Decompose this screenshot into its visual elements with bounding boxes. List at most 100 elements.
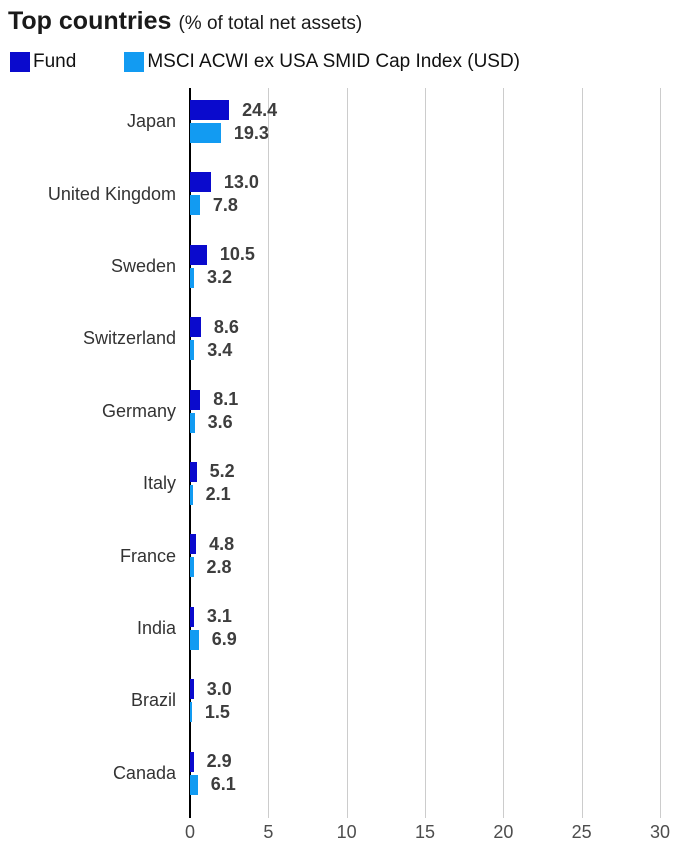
bar-value-label: 8.1 bbox=[213, 389, 239, 410]
bar-value-label: 3.1 bbox=[206, 606, 232, 627]
legend-label: Fund bbox=[33, 51, 77, 72]
bar-value-label: 2.1 bbox=[205, 484, 231, 505]
bar-value-label: 3.6 bbox=[207, 412, 233, 433]
bar-row: 8.1 bbox=[190, 389, 238, 410]
index-bar bbox=[190, 702, 192, 723]
bar-row: 1.5 bbox=[190, 701, 230, 723]
bar-group: 3.1 6.9 bbox=[190, 595, 660, 667]
bar-value-label: 6.1 bbox=[210, 774, 236, 795]
category-axis: Japan United Kingdom Sweden Switzerland Germ… bbox=[0, 88, 176, 812]
gridline bbox=[581, 88, 583, 818]
bar-row: 2.1 bbox=[190, 484, 231, 505]
bar-row: 6.1 bbox=[190, 774, 236, 795]
bar-row: 7.8 bbox=[190, 195, 238, 216]
bar-row: 10.5 bbox=[190, 244, 255, 265]
gridline bbox=[503, 88, 505, 818]
bar-group: 2.9 6.1 bbox=[190, 740, 660, 812]
bar-value-label: 7.8 bbox=[212, 194, 238, 215]
x-tick-label: 25 bbox=[571, 822, 592, 842]
gridline bbox=[346, 88, 348, 818]
chart-legend: Fund MSCI ACWI ex USA SMID Cap Index (USD… bbox=[10, 51, 568, 73]
category-label: India bbox=[136, 617, 176, 638]
bar-row: 3.0 bbox=[190, 679, 232, 700]
bar-group: 4.8 2.8 bbox=[190, 522, 660, 594]
bar-row: 3.4 bbox=[190, 340, 232, 361]
bar-value-label: 2.8 bbox=[206, 556, 232, 577]
fund-bar bbox=[190, 317, 201, 338]
index-bar bbox=[190, 484, 193, 505]
legend-swatch-icon bbox=[124, 52, 145, 72]
bar-group: 24.4 19.3 bbox=[190, 88, 660, 160]
x-tick-label: 15 bbox=[414, 822, 436, 842]
bar-row: 3.1 bbox=[190, 606, 232, 627]
bar-value-label: 6.9 bbox=[211, 629, 237, 650]
index-bar bbox=[190, 629, 199, 650]
index-bar bbox=[190, 340, 195, 361]
category-label: Canada bbox=[112, 762, 176, 783]
fund-bar bbox=[190, 679, 194, 700]
gridline bbox=[660, 88, 661, 818]
index-bar bbox=[190, 195, 200, 216]
bar-row: 8.6 bbox=[190, 317, 239, 338]
x-tick-label: 10 bbox=[336, 822, 357, 842]
index-bar bbox=[190, 123, 221, 143]
x-axis: 0 5 10 15 20 25 30 bbox=[185, 822, 670, 852]
category-label: Sweden bbox=[110, 255, 176, 276]
bar-value-label: 24.4 bbox=[242, 99, 278, 120]
bar-value-label: 8.6 bbox=[213, 316, 239, 337]
category-label: France bbox=[119, 545, 176, 566]
bar-row: 3.2 bbox=[190, 267, 232, 288]
chart-header: Top countries (% of total net assets) bbox=[8, 7, 362, 36]
fund-bar bbox=[190, 751, 194, 772]
fund-bar bbox=[190, 100, 230, 120]
bar-value-label: 3.2 bbox=[207, 267, 233, 288]
bar-row: 2.9 bbox=[190, 751, 232, 772]
bar-row: 4.8 bbox=[190, 534, 234, 555]
bar-group: 3.0 1.5 bbox=[190, 667, 660, 739]
index-bar bbox=[190, 774, 198, 795]
index-bar bbox=[190, 412, 195, 433]
bar-value-label: 19.3 bbox=[233, 122, 269, 143]
bar-group: 8.6 3.4 bbox=[190, 305, 660, 377]
category-label: Japan bbox=[126, 111, 176, 132]
fund-bar bbox=[190, 534, 197, 555]
legend-label: MSCI ACWI ex USA SMID Cap Index (USD) bbox=[147, 51, 521, 72]
category-label: United Kingdom bbox=[47, 183, 176, 204]
bar-value-label: 5.2 bbox=[209, 461, 235, 482]
bar-group: 13.0 7.8 bbox=[190, 160, 660, 232]
bar-value-label: 3.0 bbox=[206, 678, 232, 699]
bar-value-label: 1.5 bbox=[204, 701, 230, 722]
x-tick-label: 0 bbox=[184, 822, 196, 842]
bar-row: 24.4 bbox=[190, 100, 277, 120]
bar-chart: Japan United Kingdom Sweden Switzerland Germ… bbox=[0, 88, 698, 818]
bar-row: 3.6 bbox=[190, 412, 233, 433]
bar-row: 13.0 bbox=[190, 172, 259, 193]
bar-value-label: 13.0 bbox=[223, 171, 259, 192]
category-label: Germany bbox=[101, 400, 176, 421]
fund-bar bbox=[190, 606, 194, 627]
bar-group: 10.5 3.2 bbox=[190, 233, 660, 305]
fund-bar bbox=[190, 172, 211, 193]
fund-bar bbox=[190, 244, 207, 265]
x-tick-label: 30 bbox=[649, 822, 671, 842]
gridline bbox=[425, 88, 426, 818]
chart-subtitle: (% of total net assets) bbox=[178, 13, 363, 34]
index-bar bbox=[190, 267, 195, 288]
y-axis-line bbox=[189, 88, 191, 818]
plot-area: 24.4 19.3 13.0 7.8 10.5 3.2 8.6 3.4 8.1 3.6 5.2 2.1… bbox=[189, 88, 661, 818]
category-label: Italy bbox=[142, 473, 176, 494]
bar-row: 6.9 bbox=[190, 629, 237, 650]
bar-row: 5.2 bbox=[190, 461, 235, 482]
category-label: Brazil bbox=[130, 690, 176, 711]
bar-row: 19.3 bbox=[190, 123, 269, 143]
index-bar bbox=[190, 557, 194, 578]
legend-swatch-icon bbox=[10, 52, 30, 72]
category-label: Switzerland bbox=[82, 328, 176, 349]
gridline bbox=[268, 88, 270, 818]
bar-value-label: 10.5 bbox=[219, 244, 255, 265]
chart-title: Top countries bbox=[8, 7, 172, 35]
bar-value-label: 2.9 bbox=[206, 751, 232, 772]
bar-group: 8.1 3.6 bbox=[190, 378, 660, 450]
bar-value-label: 3.4 bbox=[207, 339, 233, 360]
